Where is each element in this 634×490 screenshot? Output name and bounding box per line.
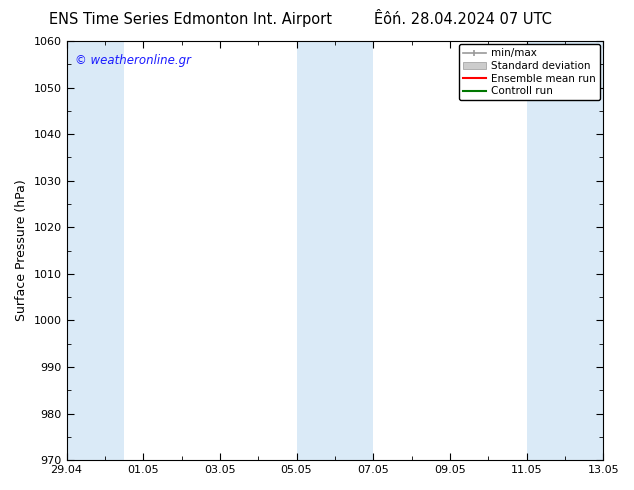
Bar (297, 41, 373, 460)
Bar (67, 41, 124, 460)
Bar (526, 41, 603, 460)
Text: Êôń. 28.04.2024 07 UTC: Êôń. 28.04.2024 07 UTC (374, 12, 552, 27)
Legend: min/max, Standard deviation, Ensemble mean run, Controll run: min/max, Standard deviation, Ensemble me… (459, 44, 600, 100)
Text: ENS Time Series Edmonton Int. Airport: ENS Time Series Edmonton Int. Airport (49, 12, 332, 27)
Y-axis label: Surface Pressure (hPa): Surface Pressure (hPa) (15, 180, 28, 321)
Text: © weatheronline.gr: © weatheronline.gr (75, 53, 191, 67)
